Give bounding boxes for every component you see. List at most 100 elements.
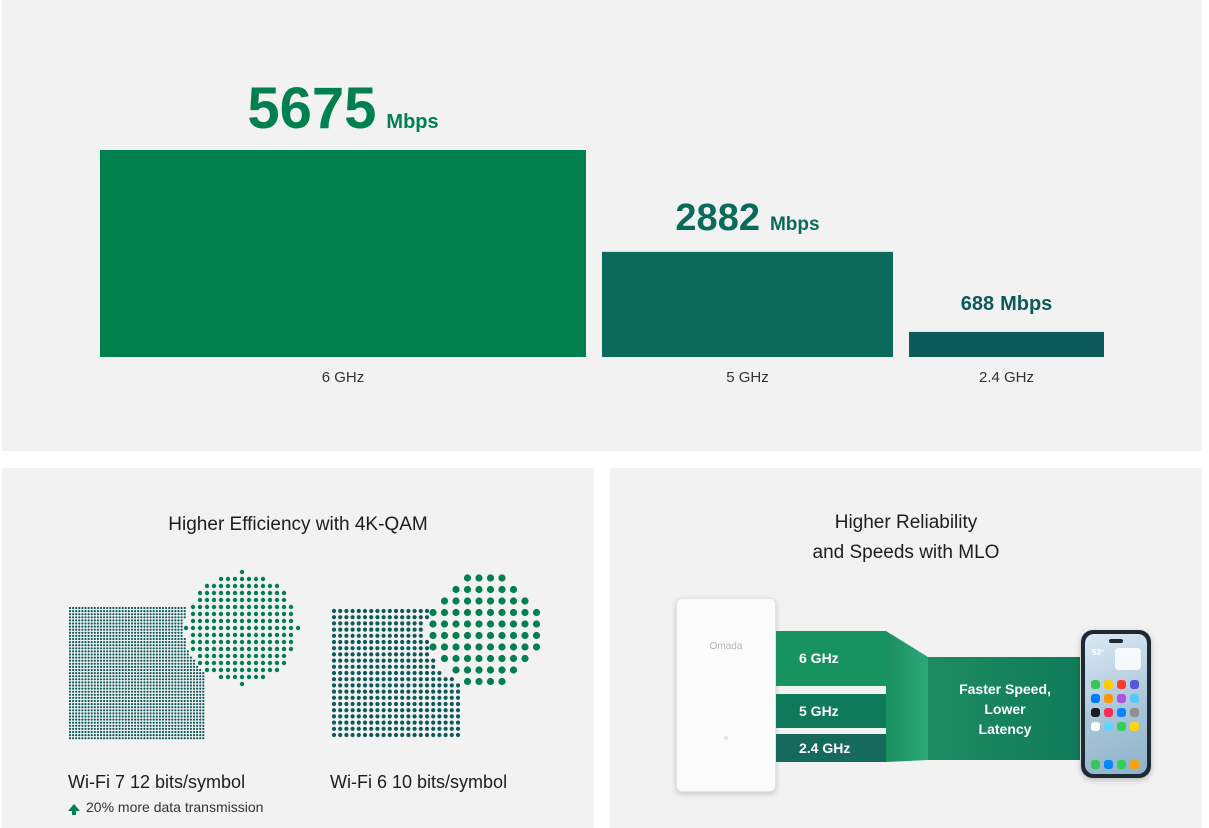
wifi7-square-dot — [196, 678, 199, 681]
wifi6-circle-dot — [521, 631, 529, 640]
wifi7-square-dot — [68, 684, 72, 687]
wifi7-square-dot — [186, 709, 189, 712]
wifi7-square-dot — [134, 616, 137, 619]
wifi7-square-dot — [196, 668, 199, 672]
wifi7-square-dot — [168, 699, 171, 703]
wifi7-square-dot — [180, 684, 183, 687]
wifi7-circle-dot — [288, 639, 294, 645]
wifi7-square-dot — [68, 699, 72, 703]
wifi6-circle-dot — [452, 597, 460, 605]
wifi7-square-dot — [202, 718, 205, 721]
wifi7-square-dot — [121, 641, 124, 644]
wifi7-square-dot — [106, 662, 109, 665]
wifi7-square-dot — [168, 737, 171, 740]
wifi7-circle-dot — [260, 590, 266, 596]
wifi7-square-dot — [165, 656, 168, 659]
wifi7-square-dot — [152, 703, 155, 706]
wifi7-square-dot — [171, 625, 174, 628]
bar-value-unit: Mbps — [770, 214, 820, 235]
wifi7-square-dot — [81, 715, 84, 718]
wifi7-square-dot — [99, 724, 103, 727]
wifi7-square-dot — [171, 653, 174, 656]
wifi6-circle-dot — [498, 585, 506, 594]
wifi6-square-dot — [393, 689, 399, 694]
wifi7-square-dot — [152, 637, 155, 641]
wifi7-square-dot — [68, 647, 72, 650]
wifi7-circle-dot — [260, 611, 266, 617]
wifi7-square-dot — [112, 690, 115, 693]
wifi7-square-dot — [168, 662, 171, 665]
wifi6-square-dot — [443, 726, 448, 731]
wifi7-square-dot — [130, 721, 134, 724]
wifi7-circle-dot — [239, 667, 245, 673]
wifi7-square-dot — [84, 659, 87, 662]
wifi7-square-dot — [177, 653, 180, 656]
wifi7-square-dot — [161, 718, 165, 721]
wifi7-circle-dot — [232, 597, 238, 603]
wifi7-square-dot — [68, 619, 72, 622]
wifi6-square-dot — [393, 720, 399, 725]
wifi7-square-dot — [202, 690, 205, 693]
wifi6-square-dot — [406, 652, 411, 657]
wifi7-square-dot — [118, 616, 121, 619]
wifi6-square-dot — [431, 664, 436, 669]
wifi7-square-dot — [124, 619, 127, 622]
wifi6-square-dot — [424, 720, 430, 725]
wifi7-square-dot — [93, 631, 96, 634]
wifi6-square-dot — [449, 708, 454, 713]
wifi7-square-dot — [134, 641, 137, 644]
wifi7-square-dot — [84, 668, 87, 672]
wifi7-square-dot — [152, 684, 155, 687]
wifi7-circle-dot — [232, 653, 238, 659]
wifi7-square-dot — [84, 718, 87, 721]
wifi7-square-dot — [127, 647, 130, 650]
wifi7-square-dot — [93, 709, 96, 712]
wifi6-circle-dot — [532, 608, 541, 617]
wifi7-square-dot — [177, 622, 180, 625]
wifi7-caption: Wi-Fi 7 12 bits/symbol — [68, 772, 245, 793]
app-icon — [1130, 708, 1139, 717]
wifi7-square-dot — [149, 647, 152, 650]
wifi7-square-dot — [161, 656, 165, 659]
wifi7-square-dot — [165, 647, 168, 650]
wifi6-square-dot — [375, 639, 380, 645]
wifi6-square-dot — [455, 732, 461, 738]
wifi7-circle-dot — [267, 604, 273, 610]
wifi7-square-dot — [168, 718, 171, 721]
wifi7-square-dot — [130, 622, 134, 625]
wifi7-square-dot — [134, 721, 137, 724]
wifi7-square-dot — [155, 650, 158, 653]
wifi7-square-dot — [115, 637, 118, 641]
wifi6-circle-dot — [475, 574, 483, 582]
wifi7-square-dot — [75, 721, 78, 724]
wifi7-square-dot — [155, 653, 158, 656]
wifi7-square-dot — [189, 737, 192, 740]
wifi6-square-dot — [418, 664, 423, 669]
wifi7-square-dot — [109, 724, 112, 727]
wifi7-square-dot — [189, 699, 192, 703]
wifi7-square-dot — [177, 672, 180, 675]
wifi7-square-dot — [171, 737, 174, 740]
wifi7-square-dot — [109, 678, 112, 681]
wifi7-square-dot — [174, 650, 177, 653]
wifi7-square-dot — [134, 672, 137, 675]
wifi7-square-dot — [127, 622, 130, 625]
wifi7-square-dot — [158, 628, 161, 631]
wifi7-square-dot — [152, 647, 155, 650]
wifi7-circle-dot — [232, 632, 238, 638]
wifi7-square-dot — [112, 665, 115, 668]
wifi7-square-dot — [93, 678, 96, 681]
wifi6-square-dot — [350, 646, 355, 651]
wifi7-square-dot — [202, 672, 205, 675]
wifi7-circle-dot — [197, 646, 203, 652]
wifi7-circle-dot — [218, 625, 224, 631]
wifi6-square-dot — [455, 714, 461, 719]
wifi7-square-dot — [81, 647, 84, 650]
wifi6-square-dot — [449, 720, 454, 725]
wifi7-square-dot — [127, 650, 130, 653]
wifi7-square-dot — [134, 718, 137, 721]
wifi6-circle-dot — [509, 654, 518, 663]
wifi7-square-dot — [127, 653, 130, 656]
wifi7-square-dot — [152, 641, 155, 644]
wifi7-circle-dot — [239, 597, 245, 603]
